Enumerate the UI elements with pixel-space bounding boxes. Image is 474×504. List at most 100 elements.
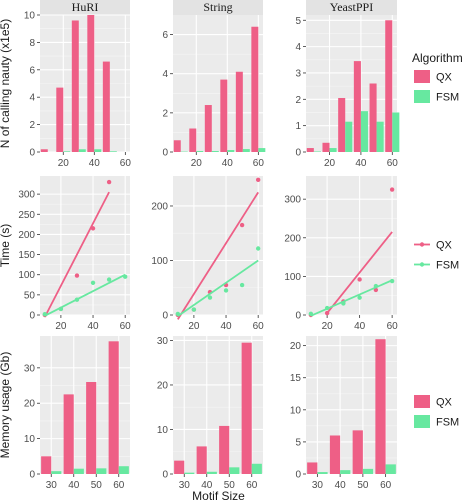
y-tick-label: 30 <box>24 363 36 374</box>
y-tick-label: 0 <box>162 148 168 159</box>
facet-strip <box>40 0 130 15</box>
point-fsm <box>175 311 181 317</box>
y-tick-label: 300 <box>284 195 301 206</box>
legend-key-point <box>419 262 425 267</box>
panel-2-2: 0 5 10 15 20 30 40 50 60 <box>290 336 397 491</box>
point-qx <box>106 179 112 185</box>
x-tick-label: 50 <box>224 480 236 491</box>
point-qx <box>324 310 330 316</box>
legend-key-point <box>419 242 425 247</box>
panel-background <box>306 176 397 315</box>
point-fsm <box>58 306 64 312</box>
y-tick-label: 5 <box>295 16 301 27</box>
y-tick-label: 5 <box>295 437 301 448</box>
point-qx <box>74 273 80 278</box>
y-tick-label: 10 <box>24 11 36 22</box>
y-tick-label: 2 <box>29 120 35 131</box>
x-tick-label: 40 <box>220 321 232 332</box>
bar-fsm <box>242 149 250 152</box>
y-axis-title: Memory usage (Gb) <box>0 352 12 459</box>
y-tick-label: 300 <box>18 190 35 201</box>
x-axis-title: Motif Size <box>192 489 245 503</box>
x-tick-label: 60 <box>380 480 392 491</box>
y-tick-label: 20 <box>157 380 169 391</box>
bar-fsm <box>63 151 71 152</box>
y-tick-label: 0 <box>162 311 168 322</box>
point-fsm <box>106 277 112 282</box>
bar-fsm <box>258 148 266 152</box>
bar-qx <box>307 462 318 474</box>
bar-qx <box>241 342 252 474</box>
bar-qx <box>329 435 341 474</box>
x-tick-label: 60 <box>253 321 265 332</box>
y-tick-label: 100 <box>151 256 168 267</box>
panel-1-1: 0 100 200 20 40 60 <box>151 176 264 332</box>
y-tick-label: 15 <box>290 373 302 384</box>
bar-fsm <box>211 151 219 152</box>
panel-2-1: 0 10 20 30 30 40 50 60 <box>157 336 263 491</box>
legend-label-qx: QX <box>436 397 453 409</box>
legend-label-qx: QX <box>436 72 453 84</box>
trend-line-fsm <box>310 279 393 317</box>
bar-qx <box>375 339 386 474</box>
bar-qx <box>41 456 52 474</box>
point-fsm <box>373 283 379 289</box>
legend-label-fsm: FSM <box>436 92 459 104</box>
point-qx <box>389 187 395 192</box>
bar-fsm <box>196 151 204 152</box>
bar-fsm <box>94 149 102 152</box>
x-tick-label: 30 <box>312 480 324 491</box>
point-fsm <box>324 305 330 311</box>
facet-title: YeastPPI <box>330 0 373 14</box>
bar-fsm <box>329 148 337 152</box>
bar-qx <box>220 79 228 152</box>
y-tick-label: 2 <box>162 108 168 119</box>
y-tick-label: 6 <box>162 30 168 41</box>
facet-strip <box>306 0 397 15</box>
x-tick-label: 60 <box>120 321 132 332</box>
bar-qx <box>189 128 197 152</box>
y-tick-label: 100 <box>18 270 35 281</box>
bar-qx <box>174 460 185 474</box>
bar-fsm <box>317 472 328 474</box>
bar-qx <box>173 140 181 152</box>
legend: QX FSM <box>414 395 459 429</box>
y-tick-label: 0 <box>162 470 168 481</box>
bar-fsm <box>118 466 129 474</box>
point-qx <box>255 177 261 183</box>
x-tick-label: 20 <box>188 321 200 332</box>
x-tick-label: 20 <box>191 158 203 169</box>
x-tick-label: 20 <box>55 321 67 332</box>
bar-fsm <box>251 463 262 474</box>
bar-qx <box>385 20 393 153</box>
point-fsm <box>308 311 314 317</box>
bar-fsm <box>376 121 384 152</box>
y-tick-label: 4 <box>295 42 301 53</box>
point-qx <box>90 226 96 231</box>
facet-title: String <box>203 0 232 14</box>
legend-title: Algorithm <box>412 51 463 65</box>
y-tick-label: 4 <box>162 69 168 80</box>
bar-fsm <box>345 121 353 152</box>
bar-fsm <box>184 472 195 474</box>
legend: Algorithm QX FSM <box>412 51 463 104</box>
x-tick-label: 40 <box>222 158 234 169</box>
trend-line-fsm <box>177 259 259 317</box>
panel-0-0: HuRI 0 2 4 6 8 10 20 40 60 <box>24 0 131 169</box>
y-tick-label: 100 <box>284 272 301 283</box>
y-tick-label: 6 <box>29 65 35 76</box>
bar-fsm <box>96 468 107 474</box>
panel-1-2: 0 100 200 300 20 40 60 <box>284 176 398 332</box>
x-tick-label: 30 <box>179 480 191 491</box>
legend-key-fsm <box>414 90 430 103</box>
y-tick-label: 250 <box>18 210 35 221</box>
y-tick-label: 8 <box>29 38 35 49</box>
x-tick-label: 40 <box>68 480 80 491</box>
bar-fsm <box>392 112 400 152</box>
bar-qx <box>322 142 330 152</box>
trend-line-qx <box>326 231 393 314</box>
y-tick-label: 10 <box>290 405 302 416</box>
y-axis-title: N of calling nauty (x1e5) <box>0 19 12 148</box>
bar-fsm <box>227 150 235 152</box>
